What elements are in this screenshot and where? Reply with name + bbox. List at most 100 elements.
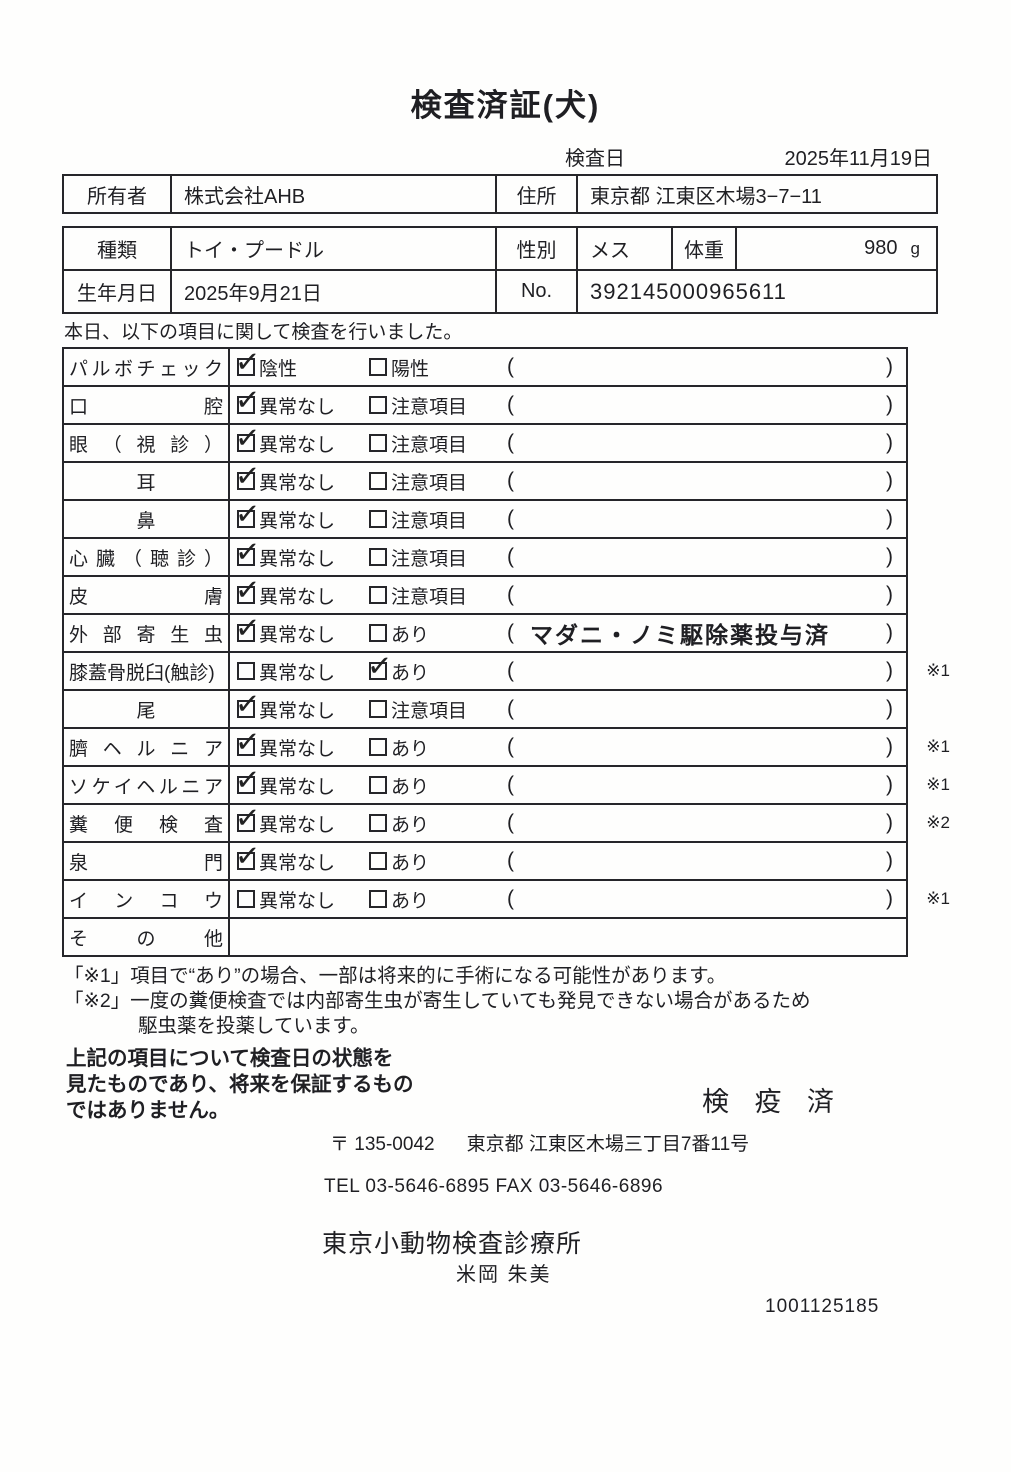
remarks-field: () [507,469,906,493]
clinic-address-line: 〒 135-0042 東京都 江東区木場三丁目7番11号 [330,1129,749,1156]
item-label: その他 [64,919,230,955]
paren-open: ( [507,507,514,530]
checkbox-icon [237,662,255,680]
option-2-label: あり [391,814,430,836]
checkbox-icon [369,776,387,794]
paren-close: ) [886,849,893,872]
item-label-text: 外部寄生虫 [69,624,223,646]
option-1-label: 異常なし [259,700,336,722]
breed-label: 種類 [97,240,137,262]
checkbox-checked-icon [237,586,255,604]
option-1-label: 異常なし [259,434,336,456]
item-label: 尾 [64,691,230,727]
option-2: 注意項目 [369,468,507,495]
option-2: あり [369,620,507,647]
option-1-label: 異常なし [259,548,336,570]
serial-number: 1001125185 [765,1296,880,1317]
option-2: 陽性 [369,354,507,381]
item-label: ソケイヘルニア [64,767,230,803]
remarks-field: () [507,659,906,683]
remarks-field: () [507,735,906,759]
item-label-text: 膝蓋骨脱臼(触診) [69,662,215,684]
item-label: 糞便検査 [64,805,230,841]
checklist-row: 糞便検査 異常なし あり () ※2 [64,803,950,841]
footnote-1: 「※1」項目で“あり”の場合、一部は将来的に手術になる可能性があります。 [64,965,727,987]
remarks-field: () [507,583,906,607]
item-label-text: インコウ [69,890,223,912]
item-label: 口腔 [64,387,230,423]
paren-open: ( [507,545,514,568]
disclaimer-line-2: 見たものであり、将来を保証するもの [66,1073,414,1096]
option-2-label: 注意項目 [391,700,468,722]
option-1-label: 異常なし [259,776,336,798]
checkbox-icon [369,738,387,756]
remarks-field: () [507,393,906,417]
footnote-mark: ※1 [926,737,950,756]
option-1-label: 異常なし [259,738,336,760]
checklist-row: 鼻 異常なし 注意項目 () [64,499,906,537]
option-2-label: あり [391,662,430,684]
item-result-cell: 異常なし あり () [230,729,906,765]
weight-cell: 980 g [735,228,936,269]
item-label-text: 尾 [136,700,156,722]
option-1: 異常なし [237,468,369,495]
item-label: パルボチェック [64,349,230,385]
checkbox-icon [369,548,387,566]
checklist-row: 眼（視診） 異常なし 注意項目 () [64,423,906,461]
remarks-field: () [507,811,906,835]
item-label: 外部寄生虫 [64,615,230,651]
address-value: 東京都 江東区木場3−7−11 [576,176,936,212]
item-result-cell [230,919,906,955]
item-label-text: 糞便検査 [69,814,223,836]
checklist-row: 膝蓋骨脱臼(触診) 異常なし あり () ※1 [64,651,950,689]
remarks-field: () [507,849,906,873]
checklist-row: その他 [64,917,906,955]
paren-close: ) [886,621,893,644]
checkbox-icon [369,700,387,718]
paren-close: ) [886,773,893,796]
option-1: 異常なし [237,886,369,913]
tel-fax-line: TEL 03-5646-6895 FAX 03-5646-6896 [324,1176,664,1197]
option-2-label: 注意項目 [391,586,468,608]
footnote-2-continuation: 駆虫薬を投薬しています。 [138,1015,370,1037]
option-2-label: 注意項目 [391,472,468,494]
item-label-text: パルボチェック [69,358,223,380]
checkbox-icon [237,890,255,908]
paren-close: ) [886,887,893,910]
paren-open: ( [507,659,514,682]
remarks-field: () [507,773,906,797]
item-label-text: 鼻 [136,510,156,532]
checkbox-checked-icon [237,472,255,490]
footnote-2: 「※2」一度の糞便検査では内部寄生虫が寄生していても発見できない場合があるため [64,990,811,1012]
checklist-table: パルボチェック陰性陽性()口腔異常なし注意項目()眼（視診）異常なし注意項目()… [62,347,950,957]
item-label: 眼（視診） [64,425,230,461]
option-1-label: 陰性 [259,358,298,380]
owner-label: 所有者 [87,185,147,208]
item-result-cell: 異常なし 注意項目 () [230,577,906,613]
item-label: 臍ヘルニア [64,729,230,765]
option-1: 異常なし [237,544,369,571]
footnotes: 「※1」項目で“あり”の場合、一部は将来的に手術になる可能性があります。 「※2… [64,964,811,1039]
owner-table: 所有者 株式会社AHB 住所 東京都 江東区木場3−7−11 [62,174,938,214]
option-1: 異常なし [237,696,369,723]
option-1-label: 異常なし [259,472,336,494]
checklist-row: ソケイヘルニア 異常なし あり () ※1 [64,765,950,803]
option-1: 異常なし [237,430,369,457]
option-2: あり [369,658,507,685]
checkbox-icon [369,396,387,414]
option-1: 異常なし [237,582,369,609]
checkbox-checked-icon [237,434,255,452]
remarks-field: (マダニ・ノミ駆除薬投与済) [507,616,906,650]
remarks-field: () [507,545,906,569]
item-label: インコウ [64,881,230,917]
item-label-text: 泉門 [69,852,223,874]
checkbox-checked-icon [237,624,255,642]
paren-open: ( [507,393,514,416]
item-result-cell: 異常なし 注意項目 () [230,387,906,423]
remarks-field: () [507,507,906,531]
option-2: 注意項目 [369,430,507,457]
exam-date-label: 検査日 [565,148,625,170]
paren-close: ) [886,659,893,682]
paren-open: ( [507,469,514,492]
